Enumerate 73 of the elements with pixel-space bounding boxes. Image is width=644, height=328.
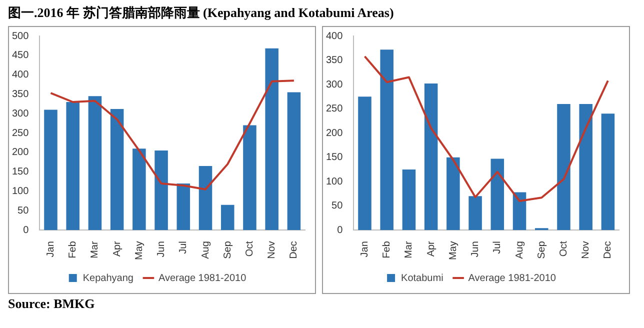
bar <box>132 148 146 230</box>
chart-title: 图一.2016 年 苏门答腊南部降雨量 (Kepahyang and Kotabumi Areas) <box>8 4 395 22</box>
y-tick-label: 250 <box>326 104 344 115</box>
x-tick-label: Dec <box>288 241 300 259</box>
x-tick-label: Jan <box>45 241 56 258</box>
legend-label: Kotabumi <box>401 272 444 284</box>
y-tick-label: 100 <box>12 186 30 198</box>
x-tick-label: Jan <box>359 241 370 258</box>
y-tick-label: 400 <box>12 70 30 81</box>
x-tick-label: Mar <box>90 240 101 258</box>
x-tick-label: Aug <box>514 241 526 259</box>
bar <box>243 125 256 230</box>
y-tick-label: 300 <box>326 79 344 90</box>
y-tick-label: 350 <box>12 88 30 100</box>
bar <box>110 108 124 230</box>
x-tick-label: Nov <box>266 241 278 259</box>
bar <box>424 84 438 230</box>
x-tick-label: May <box>134 241 145 260</box>
y-tick-label: 250 <box>12 128 30 139</box>
x-tick-label: Apr <box>426 240 437 257</box>
bar <box>446 157 460 230</box>
y-tick-label: 200 <box>12 147 30 158</box>
x-tick-label: Mar <box>404 240 415 258</box>
bar <box>154 150 168 230</box>
bar <box>468 196 482 230</box>
bar <box>220 204 234 230</box>
y-tick-label: 100 <box>326 176 344 188</box>
bar <box>265 48 278 230</box>
bar <box>557 104 570 230</box>
y-tick-label: 0 <box>337 224 344 236</box>
bar <box>287 92 301 230</box>
y-tick-label: 50 <box>18 205 30 216</box>
x-tick-label: Feb <box>382 240 393 258</box>
y-tick-label: 500 <box>12 30 30 42</box>
x-tick-label: Jun <box>470 241 482 258</box>
legend-label: Average 1981-2010 <box>158 272 247 284</box>
y-tick-label: 300 <box>12 108 30 120</box>
bar <box>579 104 592 230</box>
y-tick-label: 200 <box>326 128 344 139</box>
x-tick-label: Oct <box>244 240 256 257</box>
y-tick-label: 450 <box>12 50 30 62</box>
bar <box>601 114 615 230</box>
x-tick-label: Nov <box>580 241 592 259</box>
x-tick-label: Apr <box>112 240 123 257</box>
source-note: Source: BMKG <box>8 296 96 312</box>
y-tick-label: 0 <box>23 224 30 236</box>
legend-label: Kepahyang <box>82 272 134 284</box>
y-tick-label: 50 <box>332 200 344 212</box>
bar <box>512 192 526 230</box>
bar <box>66 102 80 230</box>
bar <box>44 110 58 230</box>
bar <box>380 50 394 230</box>
bar <box>176 184 190 230</box>
y-tick-label: 150 <box>12 166 30 178</box>
bar <box>88 96 102 230</box>
x-tick-label: Jun <box>156 241 168 258</box>
y-tick-label: 350 <box>326 55 344 66</box>
bar <box>198 166 212 230</box>
y-tick-label: 400 <box>326 30 344 42</box>
x-tick-label: Jul <box>178 241 190 254</box>
bar <box>402 169 416 230</box>
x-tick-label: Feb <box>68 240 79 258</box>
x-tick-label: Dec <box>602 241 614 259</box>
legend-label: Average 1981-2010 <box>468 272 556 284</box>
bar <box>490 158 504 230</box>
bar <box>358 96 372 230</box>
x-tick-label: Sep <box>536 240 548 259</box>
x-tick-label: Jul <box>492 241 504 254</box>
x-tick-label: Sep <box>222 240 234 259</box>
x-tick-label: May <box>448 241 459 260</box>
x-tick-label: Aug <box>200 241 212 259</box>
y-tick-label: 150 <box>326 152 344 164</box>
x-tick-label: Oct <box>558 240 570 257</box>
